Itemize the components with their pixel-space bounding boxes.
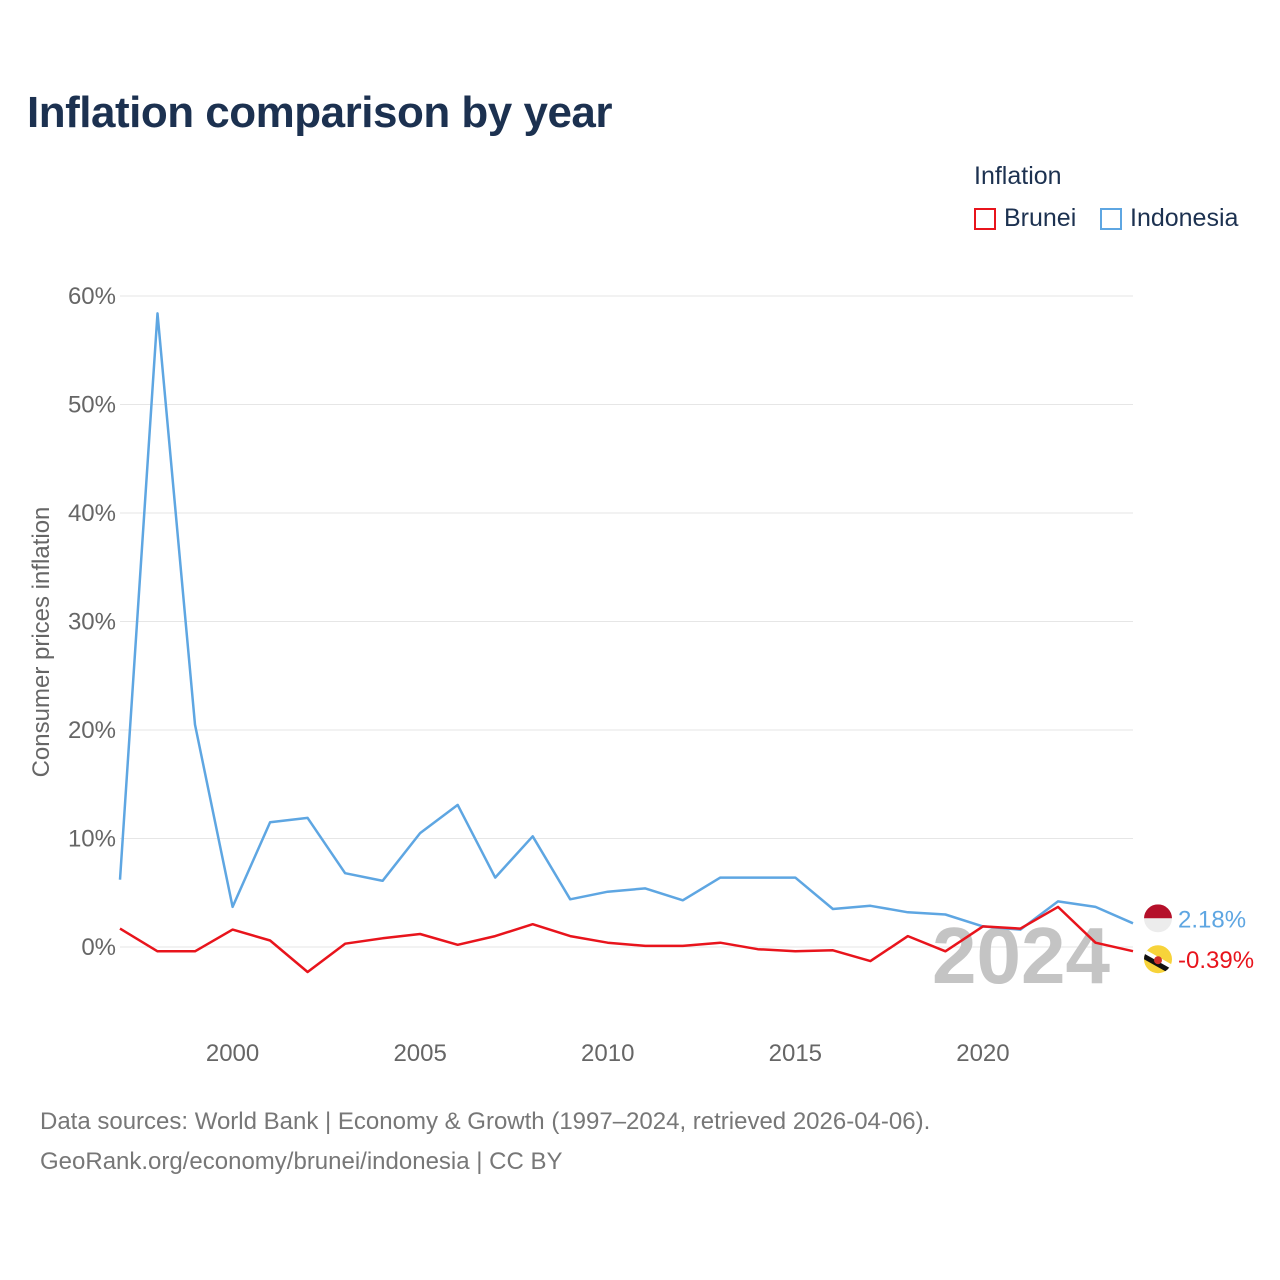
grid-lines [120, 295, 1133, 948]
x-tick-label: 2010 [581, 1040, 634, 1067]
legend-swatch-brunei [974, 207, 996, 230]
brunei-flag-emblem [1154, 956, 1162, 965]
legend-item-brunei[interactable]: Brunei [974, 204, 1076, 233]
x-tick-label: 2015 [769, 1040, 822, 1067]
series-line-indonesia [118, 312, 1134, 931]
footer-credit: GeoRank.org/economy/brunei/indonesia | C… [40, 1148, 563, 1175]
chart-title: Inflation comparison by year [27, 88, 613, 137]
year-watermark: 2024 [932, 911, 1110, 1000]
y-tick-label: 40% [68, 500, 116, 527]
legend-label-brunei: Brunei [1004, 204, 1077, 232]
end-markers: 2.18% -0.39% [1144, 904, 1254, 974]
end-label-indonesia: 2.18% [1178, 906, 1246, 933]
indonesia-flag-white [1144, 918, 1172, 933]
x-tick-label: 2000 [206, 1040, 259, 1067]
y-tick-labels: 0% 10% 20% 30% 40% 50% 60% [68, 283, 116, 961]
y-tick-label: 0% [81, 934, 116, 961]
legend-title: Inflation [974, 162, 1062, 190]
indonesia-flag-red [1144, 904, 1172, 919]
y-tick-label: 30% [68, 609, 116, 636]
x-tick-label: 2020 [956, 1040, 1009, 1067]
y-tick-label: 60% [68, 283, 116, 310]
x-tick-label: 2005 [393, 1040, 446, 1067]
legend-item-indonesia[interactable]: Indonesia [1100, 204, 1238, 233]
legend-label-indonesia: Indonesia [1130, 204, 1239, 232]
series-lines [118, 312, 1134, 974]
x-tick-labels: 2000 2005 2010 2015 2020 [206, 1040, 1010, 1067]
series-line-brunei [119, 905, 1134, 974]
indonesia-flag-icon [1144, 904, 1172, 933]
legend-swatch-indonesia [1100, 207, 1122, 230]
end-label-brunei: -0.39% [1178, 947, 1254, 974]
y-tick-label: 50% [68, 392, 116, 419]
y-tick-label: 20% [68, 717, 116, 744]
brunei-flag-icon [1144, 945, 1172, 974]
footer-source: Data sources: World Bank | Economy & Gro… [40, 1108, 931, 1135]
y-tick-label: 10% [68, 826, 116, 853]
